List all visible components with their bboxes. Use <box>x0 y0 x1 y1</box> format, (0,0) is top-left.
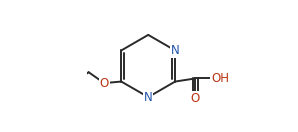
Text: N: N <box>171 44 179 57</box>
Text: OH: OH <box>211 72 229 85</box>
Text: N: N <box>144 91 153 104</box>
Text: O: O <box>100 77 109 90</box>
Text: O: O <box>191 92 200 105</box>
